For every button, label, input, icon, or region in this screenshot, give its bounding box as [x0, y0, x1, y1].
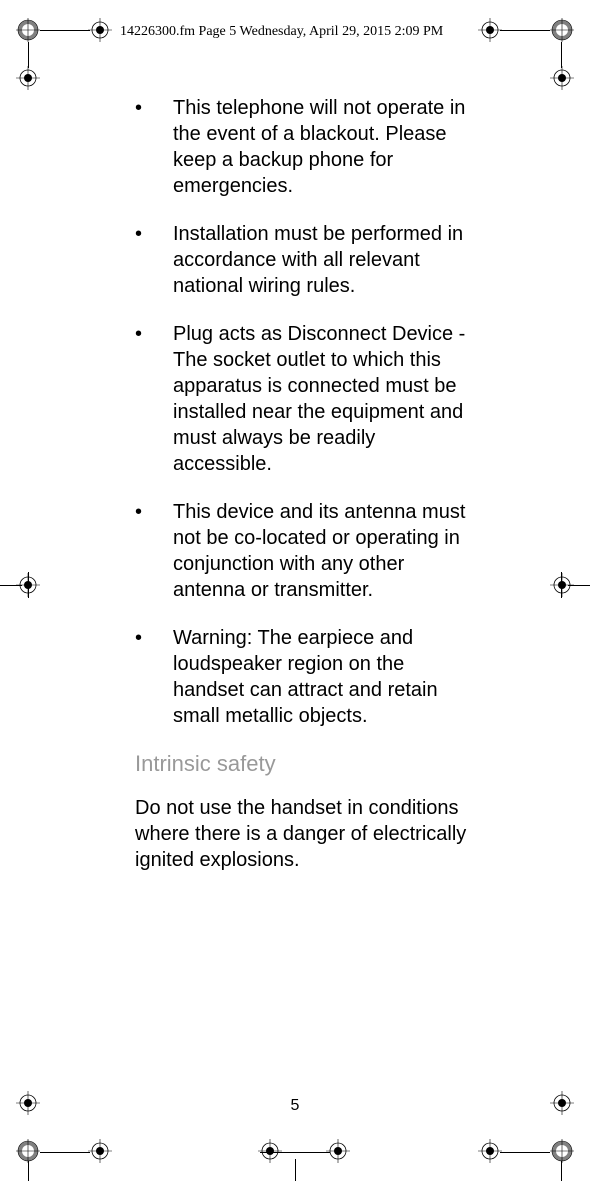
registration-mark-icon	[550, 18, 574, 42]
section-heading: Intrinsic safety	[135, 751, 475, 777]
registration-mark-icon	[16, 66, 40, 90]
registration-mark-icon	[88, 18, 112, 42]
bullet-item: • Installation must be performed in acco…	[135, 221, 475, 299]
bullet-item: • Plug acts as Disconnect Device - The s…	[135, 321, 475, 477]
registration-mark-icon	[326, 1139, 350, 1163]
bullet-icon: •	[135, 499, 173, 603]
bullet-icon: •	[135, 321, 173, 477]
page: 14226300.fm Page 5 Wednesday, April 29, …	[0, 0, 590, 1181]
bullet-text: Installation must be performed in accord…	[173, 221, 475, 299]
registration-mark-icon	[16, 1139, 40, 1163]
bullet-text: Plug acts as Disconnect Device - The soc…	[173, 321, 475, 477]
crop-mark	[561, 42, 562, 68]
registration-mark-icon	[478, 18, 502, 42]
page-number: 5	[0, 1097, 590, 1115]
registration-mark-icon	[550, 66, 574, 90]
registration-mark-icon	[258, 1139, 282, 1163]
bullet-item: • This telephone will not operate in the…	[135, 95, 475, 199]
registration-mark-icon	[550, 573, 574, 597]
registration-mark-icon	[16, 573, 40, 597]
bullet-item: • Warning: The earpiece and loudspeaker …	[135, 625, 475, 729]
crop-mark	[40, 1152, 90, 1153]
content-area: • This telephone will not operate in the…	[135, 95, 475, 873]
crop-mark	[295, 1159, 296, 1181]
bullet-text: Warning: The earpiece and loudspeaker re…	[173, 625, 475, 729]
crop-mark	[28, 42, 29, 68]
registration-mark-icon	[550, 1139, 574, 1163]
bullet-text: This device and its antenna must not be …	[173, 499, 475, 603]
registration-mark-icon	[478, 1139, 502, 1163]
bullet-icon: •	[135, 95, 173, 199]
crop-mark	[500, 30, 550, 31]
bullet-icon: •	[135, 625, 173, 729]
registration-mark-icon	[88, 1139, 112, 1163]
bullet-item: • This device and its antenna must not b…	[135, 499, 475, 603]
registration-mark-icon	[16, 18, 40, 42]
bullet-icon: •	[135, 221, 173, 299]
crop-mark	[500, 1152, 550, 1153]
section-body: Do not use the handset in conditions whe…	[135, 795, 475, 873]
header-metadata: 14226300.fm Page 5 Wednesday, April 29, …	[120, 24, 443, 40]
crop-mark	[40, 30, 90, 31]
bullet-text: This telephone will not operate in the e…	[173, 95, 475, 199]
